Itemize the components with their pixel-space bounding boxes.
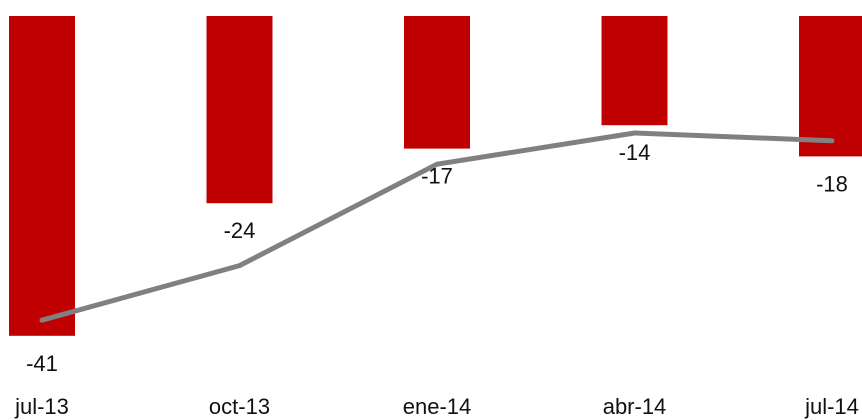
data-label-jul-14: -18	[816, 171, 848, 196]
data-label-abr-14: -14	[619, 140, 651, 165]
data-labels: -41 -24 -17 -14 -18	[26, 140, 848, 376]
x-tick-label-abr-14: abr-14	[603, 394, 667, 419]
bar-jul-14	[799, 16, 862, 157]
x-tick-label-oct-13: oct-13	[209, 394, 270, 419]
data-label-jul-13: -41	[26, 351, 58, 376]
bar-ene-14	[404, 16, 470, 149]
bar-abr-14	[601, 16, 668, 126]
bar-oct-13	[206, 16, 273, 204]
x-tick-label-jul-13: jul-13	[14, 394, 69, 419]
line-series	[39, 130, 835, 323]
data-label-ene-14: -17	[421, 164, 453, 189]
x-axis-labels: jul-13 oct-13 ene-14 abr-14 jul-14	[14, 394, 859, 419]
x-tick-label-ene-14: ene-14	[403, 394, 472, 419]
bar-series	[9, 16, 862, 336]
x-tick-label-jul-14: jul-14	[804, 394, 859, 419]
data-label-oct-13: -24	[224, 218, 256, 243]
bar-jul-13	[9, 16, 75, 336]
